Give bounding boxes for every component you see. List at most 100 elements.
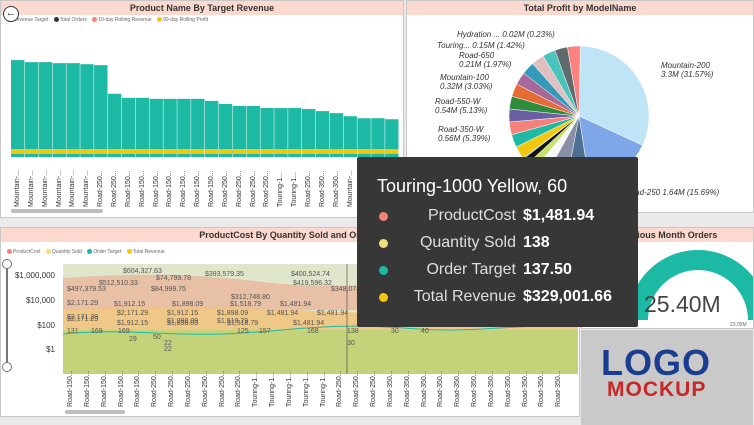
x-tick-label: Road-350...	[437, 370, 445, 407]
legend-total-orders[interactable]: Total Orders	[53, 17, 87, 23]
data-label: $1,481.94	[280, 301, 312, 308]
x-tick-label: Mountain-...	[83, 170, 91, 207]
legend-product-cost[interactable]: ProductCost	[7, 249, 41, 255]
data-label: 50	[153, 334, 161, 341]
revenue-bar[interactable]	[66, 63, 80, 157]
revenue-bar[interactable]	[357, 118, 371, 157]
data-label: $1,898.09	[167, 318, 199, 325]
profit-band	[66, 149, 80, 154]
data-label: $1,912.15	[114, 301, 146, 308]
data-label: 40	[421, 328, 429, 335]
profit-band	[11, 149, 25, 154]
x-tick-label: Road-150...	[152, 170, 160, 207]
legend-order-target[interactable]: Order Target	[87, 249, 121, 255]
pie-slice[interactable]	[578, 45, 650, 146]
revenue-scrollbar[interactable]	[11, 209, 103, 213]
revenue-bar-chart[interactable]	[1, 27, 404, 157]
revenue-bar[interactable]	[149, 98, 163, 157]
x-tick-label: Mountain-...	[346, 170, 354, 207]
x-tick-label: Road-250...	[263, 170, 271, 207]
data-label: $312,748.80	[231, 294, 270, 301]
tooltip-dot	[379, 266, 388, 275]
order-target-line	[63, 325, 578, 335]
legend-rolling-profit[interactable]: 90-day Rolling Profit	[157, 17, 208, 23]
tooltip-label: ProductCost	[427, 207, 516, 224]
pie-label-road-550-w: Road-550-W 0.54M (5.13%)	[435, 97, 488, 115]
revenue-bar[interactable]	[24, 62, 39, 157]
x-tick-label: Road-250...	[168, 370, 175, 407]
revenue-bar[interactable]	[205, 100, 219, 157]
revenue-bar[interactable]	[315, 111, 330, 157]
profit-band	[329, 149, 344, 154]
revenue-bar[interactable]	[385, 119, 399, 157]
data-label: $604,327.63	[123, 268, 162, 275]
tooltip-title: Touring-1000 Yellow, 60	[377, 176, 568, 196]
previous-orders-value: 25.40M	[644, 291, 721, 317]
profit-band	[205, 149, 219, 154]
x-tick-label: Road-350...	[332, 170, 340, 207]
revenue-bar[interactable]	[94, 65, 108, 157]
revenue-bar[interactable]	[163, 98, 177, 157]
profit-band	[191, 149, 205, 154]
revenue-bar[interactable]	[246, 106, 260, 157]
revenue-bar[interactable]	[38, 62, 53, 157]
pie-slice[interactable]	[567, 45, 581, 117]
revenue-bar[interactable]	[121, 97, 136, 157]
data-label: $1,898.09	[172, 301, 204, 308]
x-tick-label: Road-150...	[117, 370, 125, 407]
data-label: $393,579.35	[205, 271, 244, 278]
orders-gauge[interactable]	[582, 228, 754, 329]
data-label: 169	[91, 328, 103, 335]
profit-pie-chart[interactable]	[407, 1, 754, 213]
revenue-bar[interactable]	[371, 118, 385, 157]
revenue-bar[interactable]	[302, 109, 316, 157]
y-slider-track[interactable]	[6, 262, 8, 366]
x-tick-label: Mountain-...	[55, 170, 63, 207]
tooltip-row-product-cost: ProductCost $1,481.94	[357, 204, 638, 228]
x-tick-label: Road-250...	[218, 370, 226, 407]
revenue-bar[interactable]	[11, 60, 25, 157]
logo-text: LOGO	[601, 342, 711, 383]
revenue-bar[interactable]	[274, 108, 288, 157]
revenue-bar[interactable]	[232, 106, 247, 157]
x-tick-label: Road-250...	[353, 370, 361, 407]
data-label: $497,379.53	[67, 286, 106, 293]
y-slider-top-handle[interactable]	[2, 259, 12, 269]
revenue-bar[interactable]	[52, 63, 66, 157]
x-tick-label: Touring-1...	[291, 171, 299, 207]
revenue-bar[interactable]	[288, 108, 302, 157]
back-arrow-icon[interactable]: ←	[3, 6, 19, 22]
revenue-bar[interactable]	[191, 98, 205, 157]
profit-band	[94, 149, 108, 154]
x-tick-label: Road-350...	[386, 370, 394, 407]
tooltip-value: $1,481.94	[523, 207, 595, 224]
profit-band	[260, 149, 274, 154]
x-tick-label: Road-250...	[97, 170, 105, 207]
cost-scrollbar[interactable]	[65, 410, 125, 414]
tooltip-dot	[379, 212, 388, 221]
y-slider-bottom-handle[interactable]	[2, 362, 12, 372]
x-tick-label: Road-350...	[538, 370, 546, 407]
revenue-bar[interactable]	[218, 103, 233, 157]
x-tick-label: Touring-1...	[269, 371, 276, 407]
profit-band	[135, 149, 150, 154]
tooltip-dot	[379, 239, 388, 248]
revenue-bar[interactable]	[260, 108, 274, 157]
revenue-bar[interactable]	[329, 113, 344, 157]
legend-rolling-revenue[interactable]: 10-day Rolling Revenue	[92, 17, 152, 23]
revenue-bar[interactable]	[80, 64, 94, 157]
quantity-area	[63, 330, 578, 374]
x-tick-label: Road-250...	[201, 370, 209, 407]
legend-dot	[87, 249, 93, 255]
x-tick-label: Road-350...	[521, 370, 529, 407]
legend-quantity-sold[interactable]: Quantity Sold	[45, 249, 82, 255]
pie-label-road-650: Road-650 0.21M (1.97%)	[459, 51, 512, 69]
revenue-bar[interactable]	[177, 98, 191, 157]
data-label: $84,999.75	[151, 286, 187, 293]
x-tick-label: Road-150...	[67, 370, 74, 407]
profit-band	[24, 149, 39, 154]
legend-total-revenue[interactable]: Total Revenue	[126, 249, 165, 255]
revenue-bar[interactable]	[108, 93, 122, 157]
revenue-bar[interactable]	[343, 116, 357, 157]
revenue-bar[interactable]	[135, 97, 150, 157]
